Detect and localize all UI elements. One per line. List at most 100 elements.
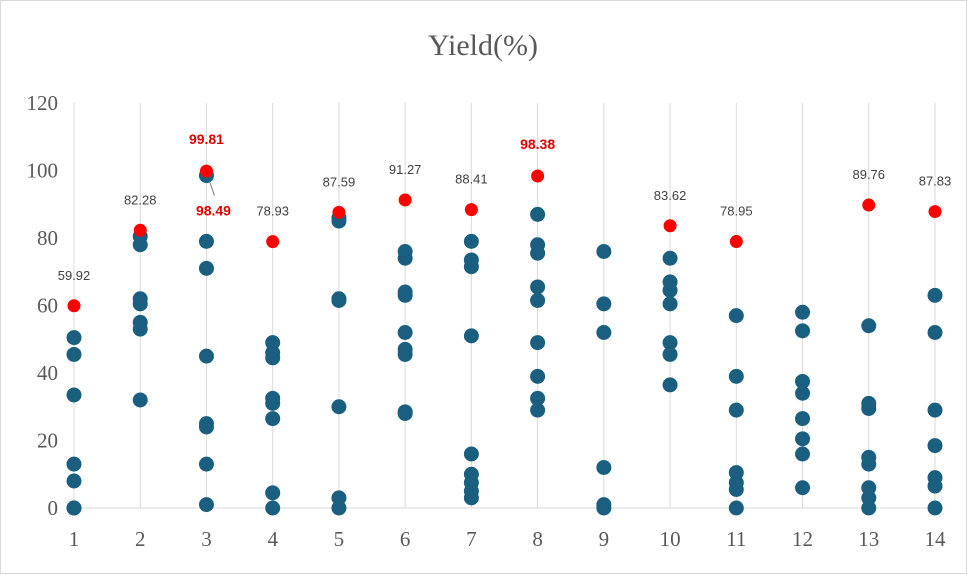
data-point — [596, 296, 612, 312]
data-label: 88.41 — [455, 172, 488, 187]
data-point — [795, 373, 811, 389]
data-point — [397, 341, 413, 357]
data-point — [596, 325, 612, 340]
data-point — [728, 500, 744, 516]
data-point — [795, 304, 811, 320]
data-point — [265, 500, 281, 516]
data-point — [463, 466, 479, 482]
data-point — [66, 500, 82, 516]
data-label: 83.62 — [654, 188, 687, 203]
data-label: 91.27 — [389, 162, 422, 177]
data-point — [728, 368, 744, 384]
data-point — [927, 470, 943, 486]
data-point — [463, 328, 479, 344]
data-point — [596, 460, 612, 475]
data-point — [662, 274, 678, 290]
y-tick-label: 20 — [37, 429, 58, 453]
y-tick-label: 40 — [37, 361, 58, 385]
x-tick-label: 5 — [334, 527, 345, 551]
data-label: 59.92 — [58, 268, 91, 283]
max-yield-point — [729, 235, 743, 249]
x-tick-label: 1 — [69, 527, 80, 551]
data-point — [861, 480, 877, 496]
data-point — [530, 292, 546, 308]
data-point — [198, 260, 214, 276]
data-point — [198, 416, 214, 432]
data-points — [66, 164, 943, 516]
max-yield-point — [199, 164, 213, 178]
data-point — [927, 402, 943, 418]
x-tick-label: 9 — [599, 527, 610, 551]
data-point — [861, 395, 877, 411]
data-point — [463, 446, 479, 462]
data-point — [132, 314, 148, 330]
data-point — [530, 237, 546, 253]
data-point — [198, 497, 214, 513]
data-point — [596, 244, 612, 259]
data-point — [861, 449, 877, 465]
data-label: 87.59 — [323, 174, 356, 189]
data-point — [66, 387, 82, 403]
data-point — [397, 404, 413, 420]
data-point — [132, 392, 148, 408]
data-point — [397, 244, 413, 259]
data-point — [198, 456, 214, 472]
data-point — [861, 318, 877, 334]
data-point — [795, 385, 811, 401]
data-point — [331, 291, 347, 307]
data-label: 99.81 — [189, 131, 224, 147]
data-point — [66, 330, 82, 346]
data-point — [795, 480, 811, 496]
data-point — [265, 485, 281, 501]
data-point — [331, 399, 347, 415]
data-point — [662, 346, 678, 362]
data-point — [530, 279, 546, 295]
data-point — [795, 431, 811, 447]
data-point — [463, 233, 479, 249]
max-yield-point — [133, 223, 147, 237]
annotation-leader-line — [208, 181, 215, 196]
x-tick-label: 13 — [858, 527, 879, 551]
data-label: 89.76 — [852, 167, 885, 182]
data-label: 78.95 — [720, 204, 753, 219]
y-tick-label: 0 — [48, 496, 59, 520]
x-axis-ticks: 1 2 3 4 5 6 7 8 9 10 11 12 13 14 — [69, 527, 946, 551]
y-tick-label: 100 — [27, 159, 59, 183]
data-point — [132, 291, 148, 307]
data-point — [728, 402, 744, 418]
data-point — [331, 490, 347, 506]
data-point — [927, 287, 943, 303]
max-yield-point — [398, 193, 412, 207]
data-point — [728, 308, 744, 324]
data-point — [795, 411, 811, 427]
max-yield-point — [663, 219, 677, 233]
max-yield-point — [862, 198, 876, 212]
x-tick-label: 8 — [532, 527, 543, 551]
data-point — [795, 446, 811, 462]
max-yield-point — [531, 169, 545, 183]
y-axis-ticks: 0 20 40 60 80 100 120 — [27, 91, 59, 520]
x-tick-label: 7 — [466, 527, 477, 551]
data-point — [530, 335, 546, 351]
data-point — [66, 456, 82, 472]
data-point — [927, 438, 943, 454]
data-point — [927, 325, 943, 340]
data-label: 82.28 — [124, 192, 157, 207]
data-label: 78.93 — [256, 204, 289, 219]
data-point — [397, 284, 413, 300]
grid-lines — [73, 103, 936, 509]
max-yield-point — [464, 203, 478, 217]
data-point — [662, 377, 678, 393]
data-point — [265, 335, 281, 351]
data-point — [530, 368, 546, 384]
data-point — [198, 233, 214, 249]
data-point — [66, 346, 82, 362]
x-tick-label: 11 — [726, 527, 746, 551]
data-point — [662, 335, 678, 351]
data-point — [662, 250, 678, 266]
max-yield-point — [928, 205, 942, 219]
x-tick-label: 3 — [201, 527, 212, 551]
x-tick-label: 10 — [660, 527, 681, 551]
max-yield-point — [67, 299, 81, 313]
